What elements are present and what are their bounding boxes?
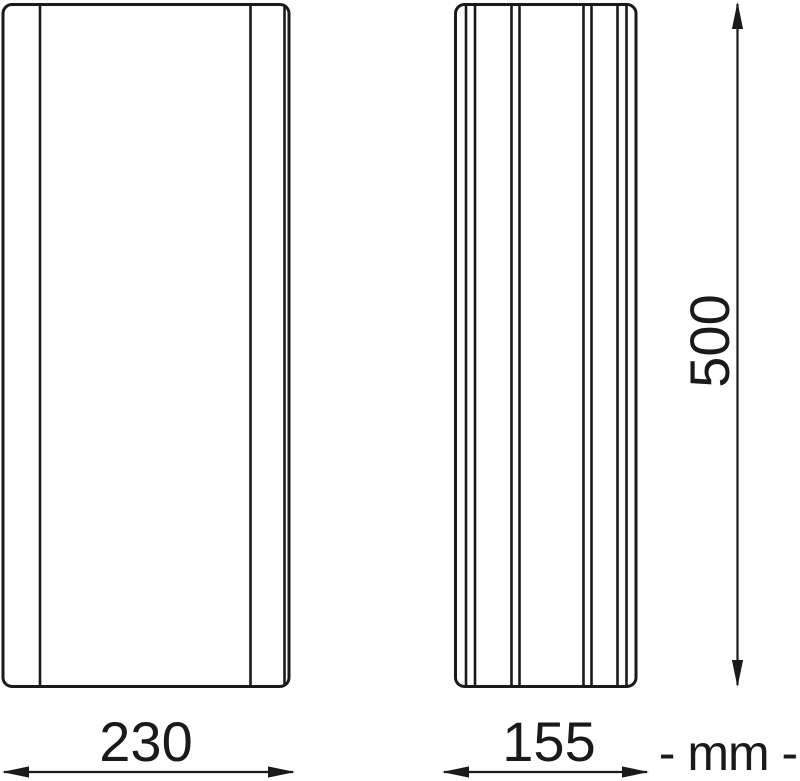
- front-width-value: 230: [99, 710, 192, 773]
- front-width-dimension: 230: [2, 710, 295, 778]
- arrow-up-icon: [731, 2, 744, 29]
- front-view-outline: [1, 3, 291, 688]
- side-view: [454, 3, 638, 688]
- height-value: 500: [678, 294, 741, 387]
- side-width-value: 155: [502, 710, 595, 773]
- front-view: [1, 3, 291, 688]
- side-view-outline: [454, 3, 638, 688]
- side-width-dimension: 155: [442, 710, 649, 778]
- unit-label: - mm -: [659, 725, 797, 781]
- height-dimension: 500: [678, 2, 744, 687]
- arrow-right-icon: [622, 766, 649, 778]
- arrow-down-icon: [731, 660, 744, 687]
- arrow-right-icon: [268, 766, 295, 778]
- arrow-left-icon: [442, 766, 469, 778]
- arrow-left-icon: [2, 766, 29, 778]
